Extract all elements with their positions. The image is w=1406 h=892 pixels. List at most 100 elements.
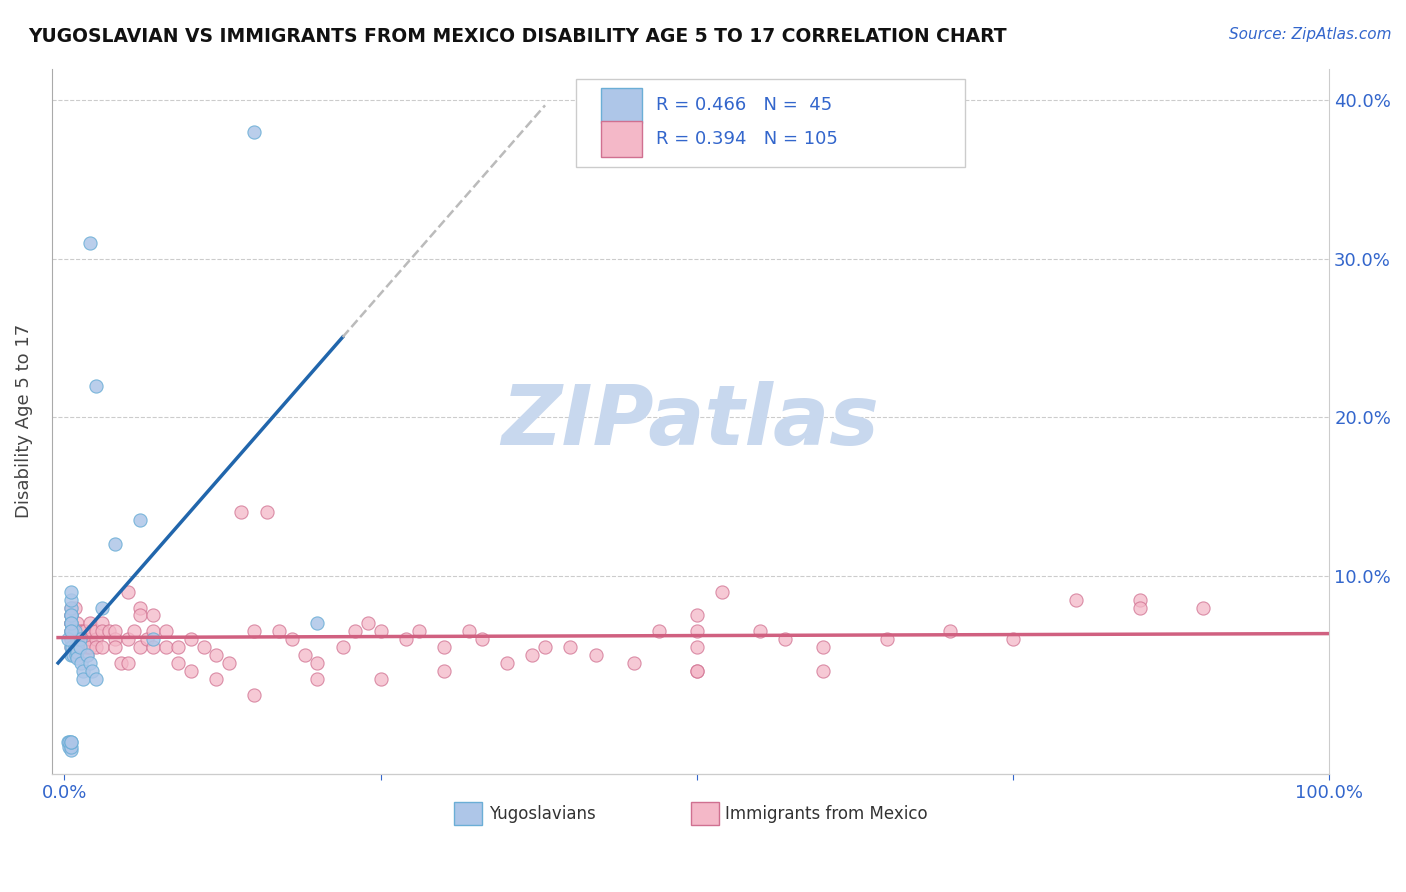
Point — [59, 600, 82, 615]
Point — [82, 664, 104, 678]
Point — [307, 656, 329, 670]
Point — [117, 656, 139, 670]
Point — [91, 624, 114, 639]
Point — [142, 624, 165, 639]
Point — [142, 632, 165, 647]
Point — [1002, 632, 1025, 647]
Point — [585, 648, 607, 662]
Point — [91, 600, 114, 615]
Point — [66, 645, 89, 659]
Point — [711, 584, 734, 599]
Point — [1128, 592, 1150, 607]
Point — [307, 616, 329, 631]
Point — [59, 616, 82, 631]
Point — [63, 600, 86, 615]
Point — [59, 632, 82, 647]
Point — [69, 632, 91, 647]
Point — [243, 125, 266, 139]
Point — [58, 735, 80, 749]
Point — [79, 235, 101, 250]
Point — [76, 648, 98, 662]
Point — [66, 640, 89, 655]
Point — [59, 616, 82, 631]
Point — [59, 592, 82, 607]
Point — [104, 632, 127, 647]
Point — [84, 378, 107, 392]
Point — [129, 608, 152, 623]
Point — [104, 624, 127, 639]
Point — [84, 632, 107, 647]
Point — [686, 664, 709, 678]
Point — [58, 740, 80, 755]
Point — [91, 616, 114, 631]
Point — [117, 632, 139, 647]
Point — [129, 513, 152, 527]
Point — [129, 600, 152, 615]
Point — [142, 608, 165, 623]
Point — [686, 664, 709, 678]
Point — [357, 616, 380, 631]
Point — [370, 624, 392, 639]
Point — [59, 624, 82, 639]
Text: Source: ZipAtlas.com: Source: ZipAtlas.com — [1229, 27, 1392, 42]
Point — [72, 672, 94, 686]
Point — [686, 608, 709, 623]
Point — [193, 640, 215, 655]
Point — [84, 624, 107, 639]
Point — [167, 656, 190, 670]
Point — [686, 624, 709, 639]
Point — [117, 584, 139, 599]
Bar — [454, 802, 482, 825]
Point — [59, 624, 82, 639]
Point — [560, 640, 582, 655]
Point — [294, 648, 316, 662]
Point — [59, 608, 82, 623]
Point — [104, 640, 127, 655]
Point — [79, 616, 101, 631]
Point — [65, 648, 87, 662]
Point — [69, 624, 91, 639]
Point — [59, 648, 82, 662]
Point — [84, 672, 107, 686]
Bar — [602, 87, 643, 123]
Point — [370, 672, 392, 686]
Point — [775, 632, 797, 647]
Point — [155, 640, 177, 655]
Point — [58, 735, 80, 749]
Point — [104, 537, 127, 551]
Point — [243, 688, 266, 702]
Point — [63, 640, 86, 655]
Point — [59, 740, 82, 755]
Point — [110, 656, 132, 670]
Point — [59, 616, 82, 631]
Point — [471, 632, 494, 647]
Point — [522, 648, 544, 662]
Point — [97, 624, 120, 639]
Point — [66, 651, 89, 665]
Point — [395, 632, 418, 647]
FancyBboxPatch shape — [575, 79, 965, 168]
Point — [458, 624, 481, 639]
Point — [59, 624, 82, 639]
Text: Immigrants from Mexico: Immigrants from Mexico — [725, 805, 928, 822]
Point — [59, 735, 82, 749]
Point — [307, 672, 329, 686]
Point — [59, 640, 82, 655]
Point — [1191, 600, 1213, 615]
Point — [62, 624, 84, 639]
Point — [69, 656, 91, 670]
Point — [66, 624, 89, 639]
Point — [59, 743, 82, 757]
Point — [408, 624, 430, 639]
Point — [82, 624, 104, 639]
Point — [59, 616, 82, 631]
Point — [59, 640, 82, 655]
Point — [69, 632, 91, 647]
Point — [63, 624, 86, 639]
Point — [79, 640, 101, 655]
Bar — [602, 121, 643, 157]
Point — [180, 664, 202, 678]
Point — [496, 656, 519, 670]
Point — [59, 600, 82, 615]
Point — [58, 632, 80, 647]
